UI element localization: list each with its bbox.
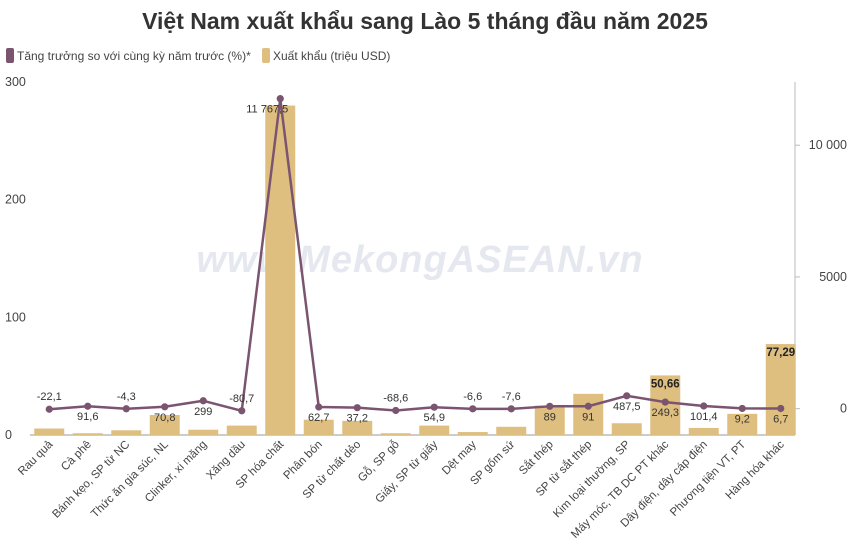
growth-point (161, 403, 169, 411)
category-label: Dệt may (440, 438, 479, 477)
growth-point (738, 404, 746, 413)
growth-data-label: 11 767,5 (246, 104, 288, 116)
growth-point (700, 402, 708, 410)
growth-data-label: 249,3 (651, 407, 679, 419)
data-labels: -22,1 91,6 -4,3 70,8 299 -80,7 11 767,5 62,7 37,… (37, 104, 795, 426)
y-right-tick-label: 5000 (819, 270, 847, 284)
growth-point (122, 405, 130, 413)
growth-data-label: 101,4 (690, 411, 718, 423)
bar (265, 105, 296, 436)
growth-data-label: 91,6 (77, 411, 98, 423)
category-label: Cà phê (59, 439, 94, 474)
bar-data-label: 77,29 (766, 347, 795, 359)
growth-point (623, 392, 631, 400)
bar (380, 433, 411, 435)
growth-point (276, 95, 284, 103)
growth-point (469, 405, 477, 413)
watermark: www.MekongASEAN.vn (196, 239, 643, 281)
bar (688, 427, 719, 435)
legend: Tăng trưởng so với cùng kỳ năm trước (%)… (6, 48, 390, 63)
growth-data-label: -68,6 (383, 392, 408, 404)
bar (188, 429, 219, 435)
y-right-tick-label: 10 000 (809, 138, 847, 152)
bar (419, 425, 450, 435)
growth-point (546, 402, 554, 410)
growth-line (45, 95, 785, 415)
bar (111, 430, 142, 435)
growth-data-label: -22,1 (37, 391, 62, 403)
growth-point (45, 405, 53, 413)
growth-point (238, 407, 246, 415)
chart-title: Việt Nam xuất khẩu sang Lào 5 tháng đầu … (142, 8, 708, 34)
bar (534, 405, 565, 435)
growth-point (584, 402, 592, 410)
bar (765, 344, 796, 435)
legend-label-growth: Tăng trưởng so với cùng kỳ năm trước (%)… (17, 49, 251, 63)
growth-point (392, 406, 400, 415)
bar (226, 425, 257, 435)
axes: 0 100 200 300 0 5000 10 000 (5, 75, 847, 442)
y-left-tick-label: 0 (5, 428, 12, 442)
growth-point (661, 398, 669, 406)
category-label: Rau quả (16, 438, 56, 478)
growth-line-path (49, 97, 781, 413)
bar-data-label: 50,66 (651, 378, 680, 390)
growth-point (507, 405, 515, 413)
growth-point (315, 403, 323, 411)
growth-data-label: 89 (544, 411, 556, 423)
growth-data-label: 70,8 (154, 412, 175, 424)
bar (573, 393, 604, 435)
y-left-tick-label: 100 (5, 310, 26, 324)
growth-data-label: 487,5 (613, 401, 641, 413)
growth-data-label: -7,6 (502, 391, 521, 403)
growth-data-label: -6,6 (463, 391, 482, 403)
growth-point (777, 404, 785, 413)
growth-data-label: 299 (194, 406, 212, 418)
category-label: Phương tiện VT, PT (668, 439, 748, 519)
growth-point (430, 403, 438, 411)
growth-data-label: -4,3 (117, 391, 136, 403)
growth-point (353, 404, 361, 412)
y-left-tick-label: 300 (5, 75, 26, 89)
growth-data-label: 91 (582, 411, 594, 423)
growth-point (84, 402, 92, 410)
growth-data-label: 6,7 (773, 413, 788, 425)
bar (727, 413, 758, 435)
bar (303, 419, 334, 435)
growth-data-label: 54,9 (424, 412, 445, 424)
legend-swatch-export (262, 48, 270, 63)
bar (72, 433, 103, 435)
growth-data-label: 9,2 (735, 413, 750, 425)
legend-label-export: Xuất khẩu (triệu USD) (273, 49, 390, 63)
growth-data-label: 37,2 (347, 413, 368, 425)
bar (611, 423, 642, 435)
bars (34, 105, 796, 436)
y-right-tick-label: 0 (840, 402, 847, 416)
bar (457, 432, 488, 435)
growth-data-label: -80,7 (229, 393, 254, 405)
bar (342, 420, 373, 435)
bar (496, 426, 527, 435)
y-left-tick-label: 200 (5, 193, 26, 207)
legend-swatch-growth (6, 48, 14, 63)
growth-data-label: 62,7 (308, 412, 329, 424)
growth-point (199, 397, 207, 405)
bar (34, 428, 65, 435)
category-label: Sắt thép (516, 438, 555, 477)
bar (149, 414, 180, 435)
